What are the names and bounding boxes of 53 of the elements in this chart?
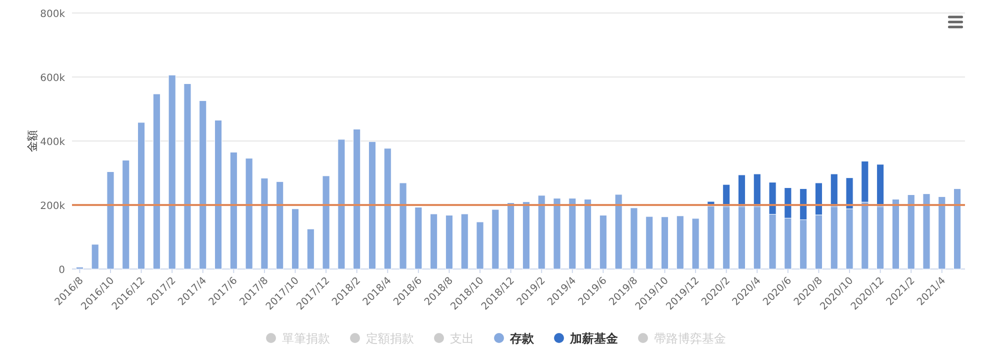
y-tick-label: 400k xyxy=(40,137,66,148)
bar xyxy=(630,208,638,270)
bar xyxy=(476,222,484,270)
bar xyxy=(646,216,654,270)
bar xyxy=(91,244,99,270)
bar xyxy=(892,198,900,270)
bar xyxy=(137,122,146,270)
bar xyxy=(214,120,222,270)
bar xyxy=(460,214,468,270)
bar xyxy=(106,171,114,270)
legend-label: 存款 xyxy=(509,332,535,346)
y-axis-title: 金額 xyxy=(26,130,39,152)
bar xyxy=(353,128,361,270)
bar xyxy=(614,194,622,270)
y-tick-label: 200k xyxy=(40,201,66,212)
bar xyxy=(260,178,268,270)
bar xyxy=(245,158,253,270)
bar xyxy=(122,160,130,270)
bar xyxy=(907,194,915,270)
bar xyxy=(152,94,160,270)
bar xyxy=(507,202,515,270)
bar xyxy=(492,209,500,270)
bar xyxy=(430,214,438,270)
bar xyxy=(553,198,561,270)
bar xyxy=(568,198,576,270)
bar xyxy=(322,176,330,270)
bar xyxy=(692,218,700,270)
bar xyxy=(230,152,238,270)
bar xyxy=(384,148,392,270)
bar xyxy=(291,208,300,270)
bar xyxy=(599,214,607,270)
bar xyxy=(922,194,930,270)
bar xyxy=(522,202,530,270)
bar xyxy=(184,83,192,270)
y-tick-label: 0 xyxy=(58,265,65,276)
y-tick-label: 800k xyxy=(40,9,66,20)
y-tick-label: 600k xyxy=(40,73,66,84)
bar xyxy=(368,141,376,270)
bar xyxy=(660,216,669,270)
bar xyxy=(306,228,314,270)
bar xyxy=(338,139,346,270)
bar xyxy=(538,195,546,270)
bar xyxy=(199,100,207,270)
bar xyxy=(276,181,284,270)
legend-label: 加薪基金 xyxy=(569,332,619,346)
bar xyxy=(414,206,422,270)
bar xyxy=(584,198,592,270)
bar xyxy=(399,182,407,270)
bar xyxy=(168,74,176,270)
bar xyxy=(938,196,946,270)
bar xyxy=(676,216,684,270)
bar xyxy=(954,188,962,270)
bar xyxy=(445,214,454,270)
